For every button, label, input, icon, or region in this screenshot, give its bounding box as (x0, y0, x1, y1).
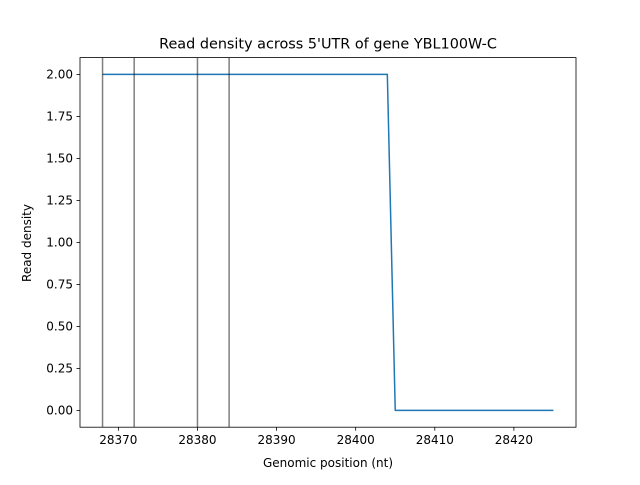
y-tick-label: 2.00 (46, 68, 73, 82)
y-tick-label: 0.00 (46, 404, 73, 418)
y-tick-label: 1.75 (46, 110, 73, 124)
x-tick-label: 28370 (99, 433, 137, 447)
x-tick-label: 28400 (337, 433, 375, 447)
x-tick-label: 28410 (416, 433, 454, 447)
y-tick-label: 1.25 (46, 194, 73, 208)
y-tick-label: 0.25 (46, 362, 73, 376)
x-axis-label: Genomic position (nt) (263, 456, 393, 470)
y-tick-label: 0.50 (46, 320, 73, 334)
y-axis-ticks: 0.00 0.25 0.50 0.75 1.00 1.25 1.50 1.75 2.00 (46, 68, 80, 418)
y-axis-label: Read density (20, 204, 34, 282)
x-tick-label: 28390 (257, 433, 295, 447)
series-line-0 (102, 73, 554, 412)
x-tick-label: 28380 (178, 433, 216, 447)
y-tick-label: 1.00 (46, 236, 73, 250)
y-tick-label: 0.75 (46, 278, 73, 292)
x-tick-label: 28420 (495, 433, 533, 447)
chart-title: Read density across 5'UTR of gene YBL100… (159, 37, 497, 53)
x-axis-ticks: 28370 28380 28390 28400 28410 28420 (99, 427, 533, 447)
y-tick-label: 1.50 (46, 152, 73, 166)
